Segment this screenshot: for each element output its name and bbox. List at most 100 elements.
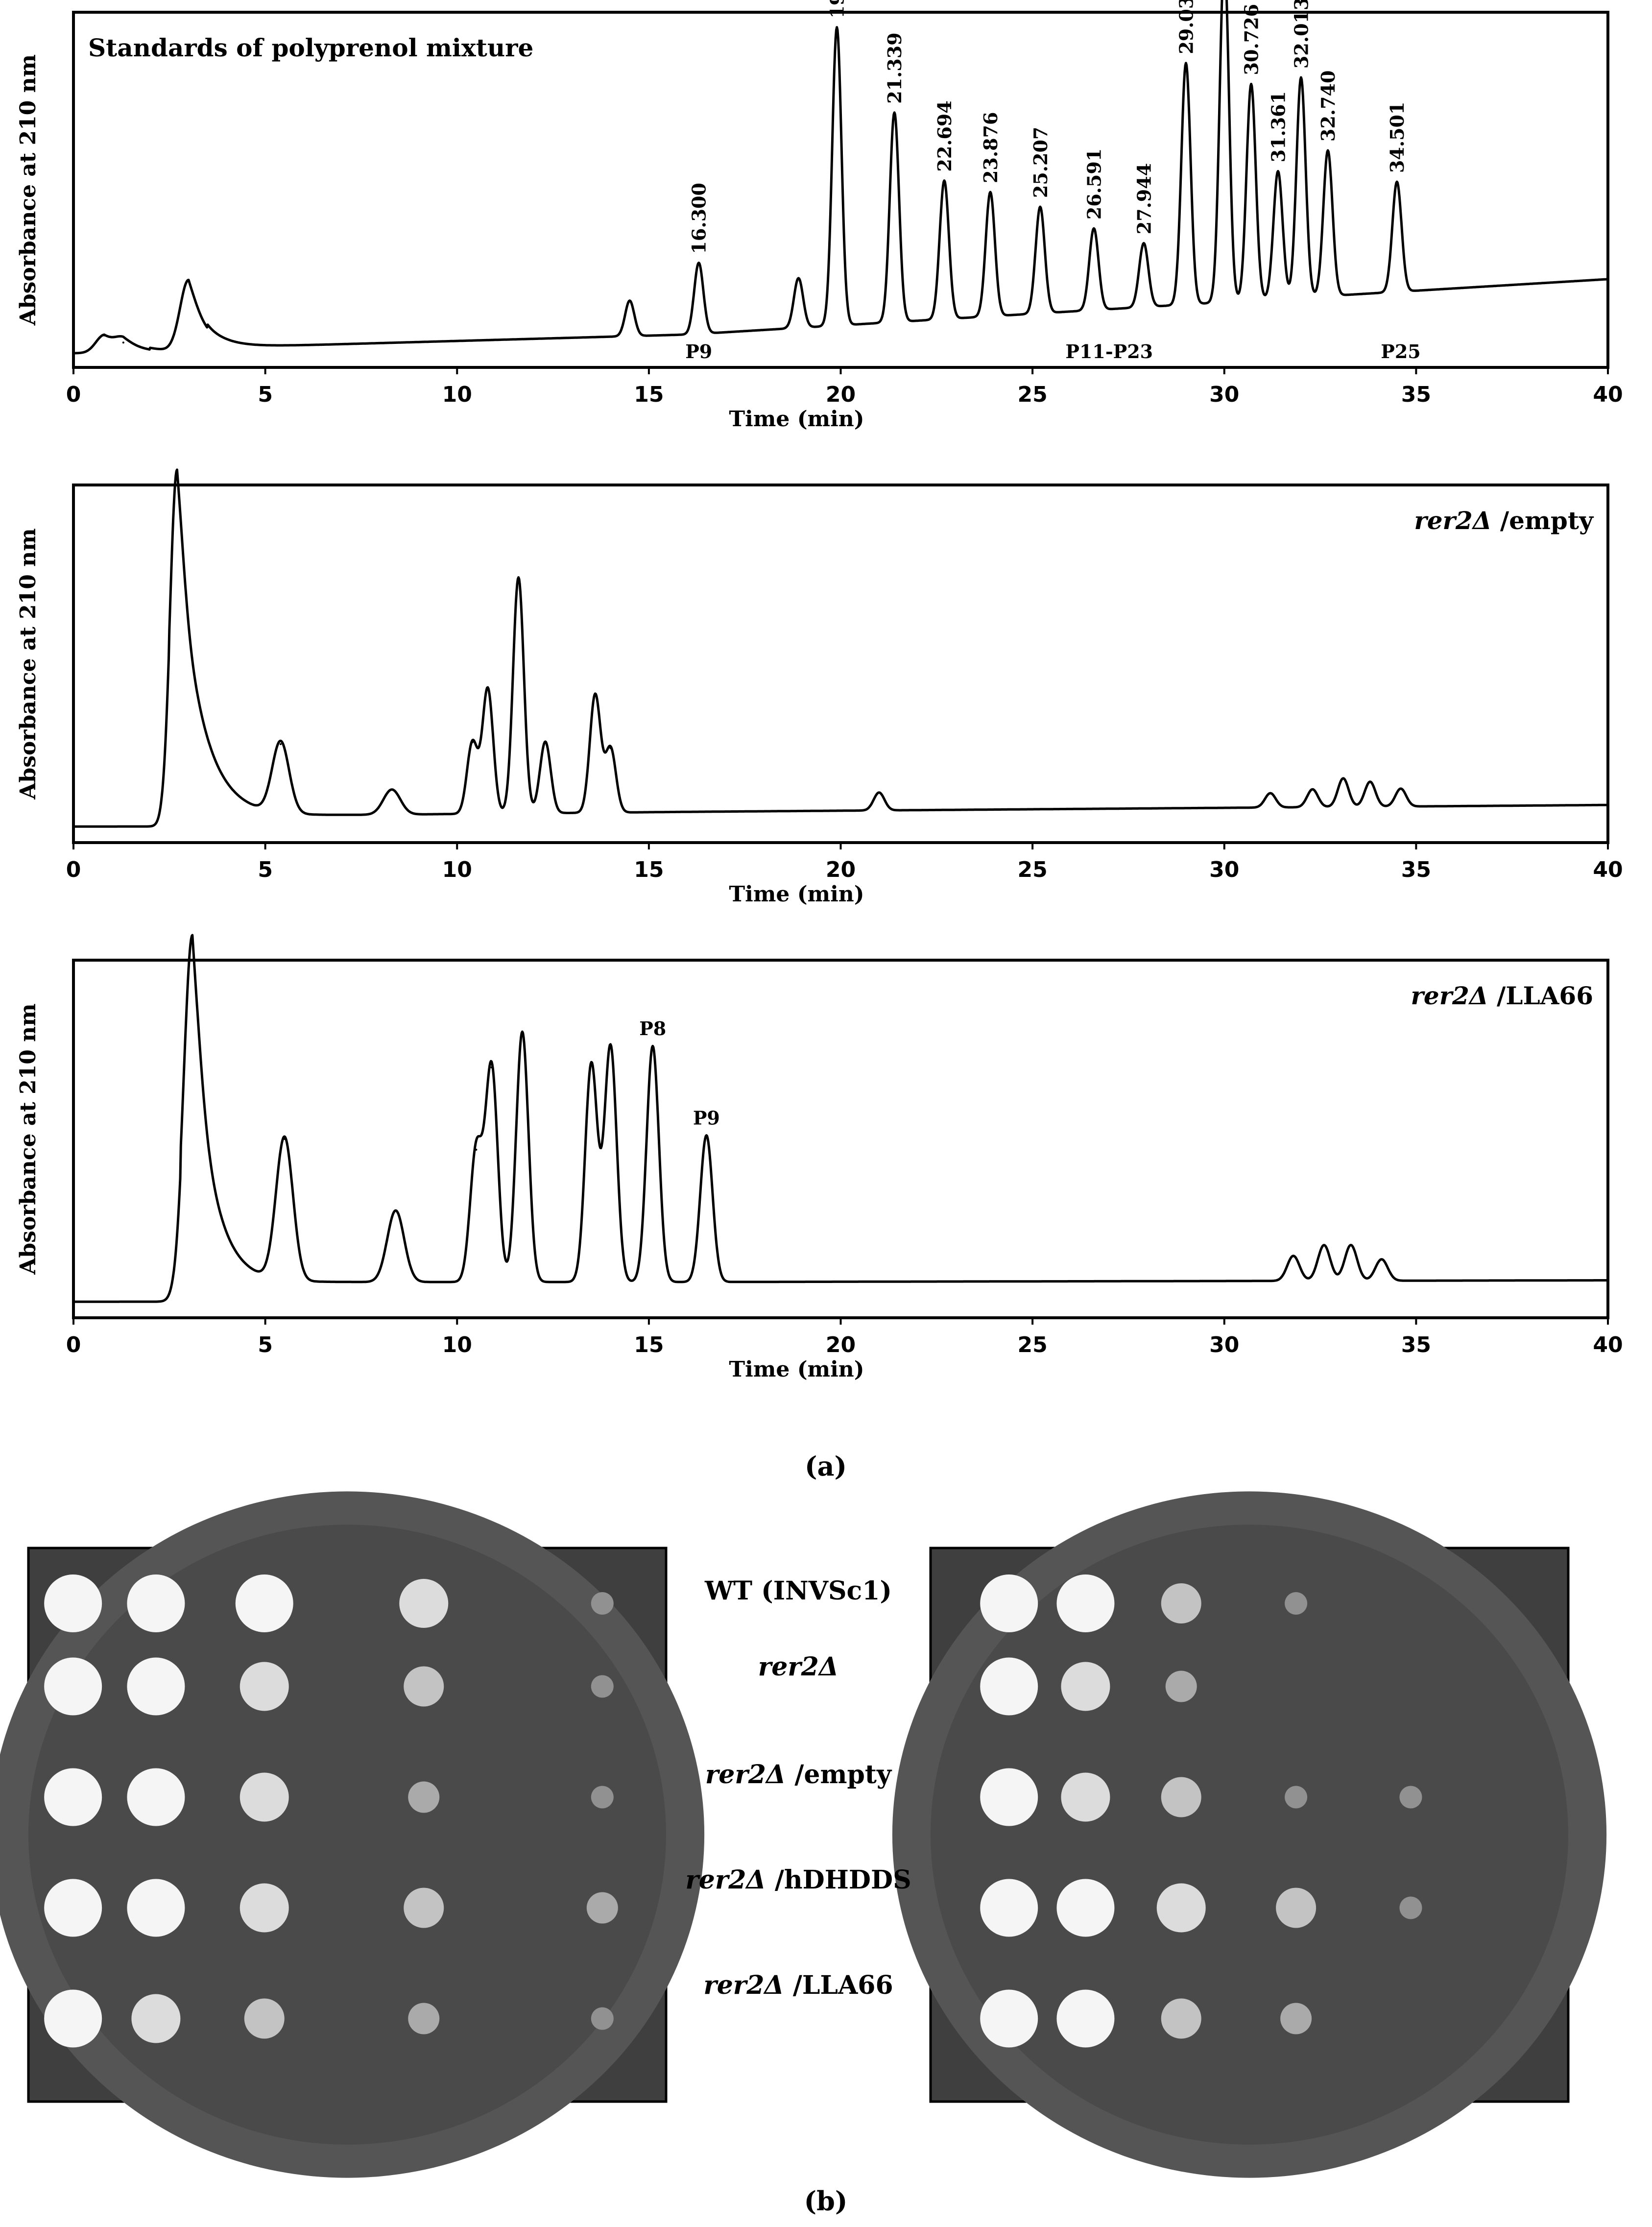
yeast-spot — [408, 1781, 440, 1813]
x-tick-label: 10 — [442, 382, 472, 407]
peak-point — [1396, 181, 1398, 183]
peak-point — [191, 934, 193, 936]
x-tick-label: 10 — [442, 1332, 472, 1357]
yeast-spot — [131, 1994, 181, 2043]
peak-label: 29.035 — [1175, 0, 1197, 54]
x-tick-label: 20 — [826, 857, 856, 882]
chromatogram-3: 0 5 10 15 20 25 30 35 40 Time (min) Absorbance at … — [16, 934, 1623, 1382]
strain-label: rer2Δ /LLA66 — [703, 1970, 893, 2000]
peak-label: 26.591 — [1083, 148, 1105, 219]
x-tick-label: 30 — [1209, 382, 1239, 407]
trace-line — [72, 468, 1609, 828]
peak-point — [1369, 780, 1371, 783]
peak-label: 21.339 — [884, 32, 906, 103]
plot-frame — [72, 11, 1609, 369]
peak-point — [705, 1134, 708, 1137]
x-tick-label: 25 — [1018, 1332, 1048, 1357]
peak-point — [1300, 76, 1302, 79]
peak-point — [1311, 788, 1314, 791]
peak-label: 25.207 — [1030, 127, 1052, 198]
strain-label: WT (INVSc1) — [704, 1576, 892, 1606]
peak-label: P8 — [639, 1017, 666, 1040]
peak-point — [394, 1210, 397, 1211]
strain-label: rer2Δ /hDHDDS — [685, 1865, 911, 1895]
x-tick-label: 35 — [1401, 1332, 1431, 1357]
peak-point — [1039, 206, 1041, 208]
yeast-spot — [1056, 1989, 1115, 2048]
yeast-spot — [1280, 2003, 1312, 2034]
peak-point — [490, 1066, 493, 1068]
plot-frame — [72, 484, 1609, 844]
y-axis-title: Absorbance at 210 nm — [16, 1003, 41, 1275]
yeast-spot — [980, 1989, 1038, 2048]
yeast-spot — [1061, 1662, 1110, 1711]
peak-point — [1292, 1255, 1294, 1257]
x-tick-label: 35 — [1401, 382, 1431, 407]
yeast-spot — [1285, 1786, 1308, 1809]
yeast-spot — [44, 1989, 102, 2048]
peak-label: 19.897 — [826, 0, 848, 19]
yeast-spot — [44, 1657, 102, 1716]
x-tick-label: 5 — [258, 1332, 273, 1357]
region-annotation: P25 — [1381, 340, 1420, 363]
peak-point — [1380, 1258, 1383, 1260]
chromatogram-2: 0 5 10 15 20 25 30 35 40 Time (min) Absorbance at … — [16, 468, 1623, 907]
peak-point — [609, 1045, 612, 1047]
yeast-spot — [1399, 1786, 1422, 1809]
region-annotation: P11-P23 — [1065, 340, 1153, 363]
yeast-spot — [1399, 1896, 1422, 1919]
peak-label: 22.694 — [934, 100, 956, 171]
x-tick-label: 25 — [1018, 382, 1048, 407]
yeast-spot — [1056, 1574, 1115, 1632]
region-annotation: P9 — [685, 340, 712, 363]
yeast-spot — [235, 1574, 293, 1632]
x-tick-label: 40 — [1593, 857, 1623, 882]
x-tick-label: 20 — [826, 382, 856, 407]
peak-point — [122, 341, 124, 344]
yeast-spot — [127, 1768, 185, 1826]
peak-label: 27.944 — [1133, 163, 1155, 234]
peak-point — [1342, 777, 1344, 779]
peak-point — [1327, 149, 1329, 151]
yeast-spot — [980, 1574, 1038, 1632]
yeast-spot — [591, 1592, 614, 1615]
y-axis-title: Absorbance at 210 nm — [16, 528, 41, 799]
x-tick-label: 0 — [66, 382, 81, 407]
peak-point — [1185, 62, 1187, 64]
x-tick-label: 5 — [258, 382, 273, 407]
peak-point — [187, 279, 190, 282]
x-tick-label: 15 — [634, 1332, 664, 1357]
x-tick-label: 40 — [1593, 382, 1623, 407]
peak-point — [943, 179, 945, 182]
peak-label: 32.013 — [1290, 0, 1312, 69]
x-tick-label: 35 — [1401, 857, 1431, 882]
chart-title: rer2Δ /empty — [1414, 506, 1594, 535]
peak-point — [989, 191, 991, 193]
peak-point — [517, 576, 520, 579]
x-tick-label: 5 — [258, 857, 273, 882]
yeast-spot — [44, 1768, 102, 1826]
x-tick-label: 20 — [826, 1332, 856, 1357]
peak-point — [893, 111, 896, 114]
peak-point — [628, 299, 631, 302]
yeast-spot — [404, 1888, 444, 1928]
yeast-spot — [127, 1657, 185, 1716]
yeast-spot — [1285, 1592, 1308, 1615]
yeast-spot — [591, 1786, 614, 1809]
peak-point — [1350, 1244, 1352, 1246]
x-tick-label: 10 — [442, 857, 472, 882]
peak-label: 30.726 — [1241, 4, 1263, 75]
peak-point — [594, 694, 597, 696]
yeast-spot — [980, 1768, 1038, 1826]
x-tick-label: 30 — [1209, 1332, 1239, 1357]
panel-b-label: (b) — [804, 2185, 848, 2217]
peak-point — [1277, 170, 1279, 172]
peak-point — [486, 687, 489, 690]
x-tick-label: 40 — [1593, 1332, 1623, 1357]
yeast-spot — [1276, 1888, 1317, 1928]
x-tick-label: 15 — [634, 382, 664, 407]
peak-point — [1250, 83, 1252, 85]
x-tick-label: 30 — [1209, 857, 1239, 882]
peak-point — [103, 334, 105, 337]
peak-point — [878, 791, 880, 794]
